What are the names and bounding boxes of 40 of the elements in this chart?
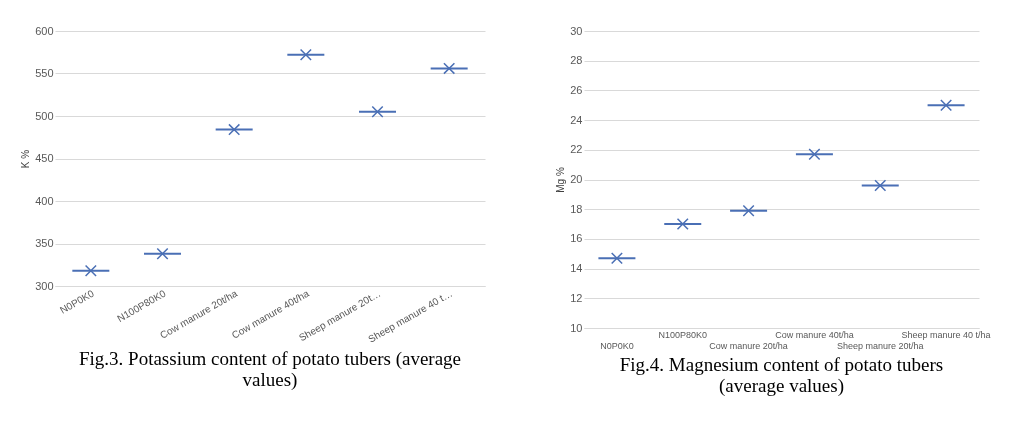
x-tick-label: Sheep manure 20t/ha (836, 340, 924, 351)
y-tick-label: 350 (35, 237, 54, 249)
y-tick-label: 30 (570, 24, 583, 37)
x-tick-label: N0P0K0 (600, 340, 634, 351)
y-tick-label: 18 (570, 202, 583, 215)
y-tick-label: 24 (570, 113, 583, 126)
y-tick-label: 550 (35, 67, 54, 79)
point (443, 62, 456, 75)
point (940, 99, 953, 112)
y-axis-title: K % (20, 149, 32, 169)
x-tick-label: Cow manure 40t/ha (775, 329, 854, 340)
y-tick-label: 300 (35, 279, 54, 292)
y-axis-title: Mg % (555, 167, 567, 193)
y-tick-label: 26 (570, 83, 583, 96)
point (228, 123, 241, 136)
point (371, 105, 384, 118)
point (874, 179, 887, 192)
point (676, 218, 689, 231)
text: Fig.4. Magnesium content of potato tubers (average values) (619, 354, 944, 397)
point (742, 204, 755, 217)
point (84, 264, 97, 277)
text: Fig.3. Potassium content of potato tubers (average values) (78, 348, 462, 392)
x-tick-label: Sheep manure 40 t/ha (901, 329, 991, 340)
y-tick-label: 450 (35, 152, 54, 164)
y-tick-label: 20 (570, 173, 583, 185)
y-tick-label: 14 (570, 262, 583, 275)
y-tick-label: 600 (35, 24, 54, 37)
x-tick-label: N100P80K0 (658, 329, 708, 340)
point (808, 148, 821, 161)
y-tick-label: 400 (35, 194, 54, 207)
point (299, 48, 312, 61)
point (610, 252, 623, 265)
y-tick-label: 22 (570, 143, 583, 156)
y-tick-label: 12 (570, 291, 583, 304)
point (156, 247, 169, 260)
y-tick-label: 28 (570, 54, 583, 67)
y-tick-label: 16 (570, 232, 583, 245)
y-tick-label: 500 (35, 109, 54, 122)
x-tick-label: Cow manure 20t/ha (709, 340, 788, 351)
y-tick-label: 10 (570, 321, 583, 334)
